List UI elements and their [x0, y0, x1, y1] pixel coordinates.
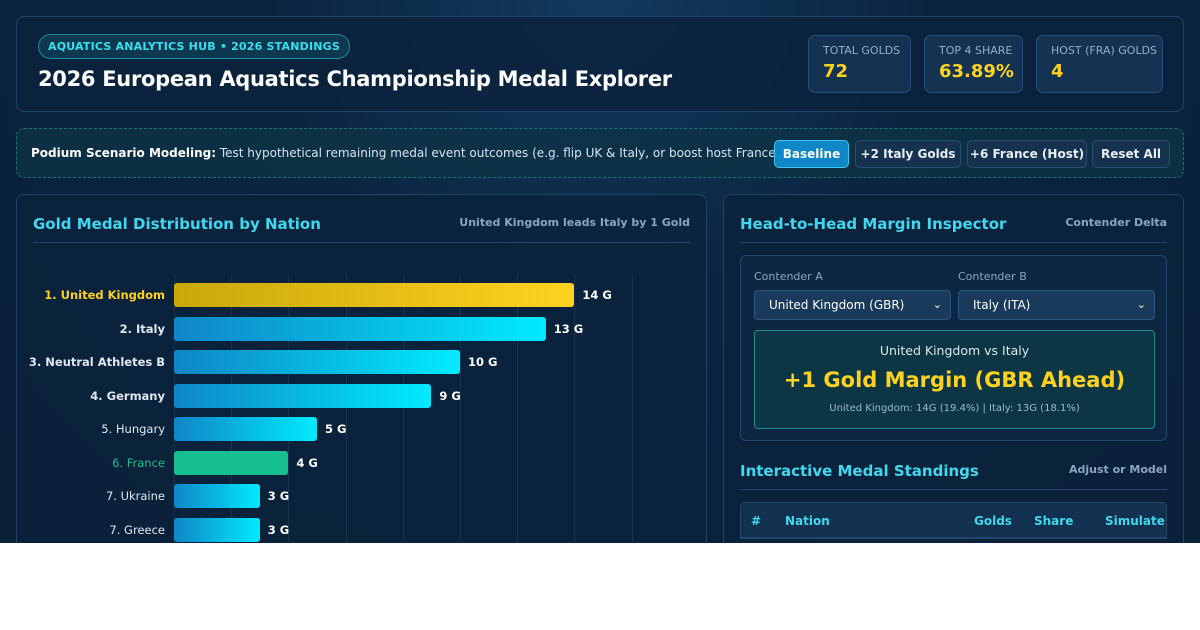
stat-top4-share: TOP 4 SHARE 63.89% — [924, 35, 1023, 93]
stat-host-golds: HOST (FRA) GOLDS 4 — [1036, 35, 1163, 93]
contender-a-value: United Kingdom (GBR) — [769, 298, 905, 312]
hub-badge: AQUATICS ANALYTICS HUB • 2026 STANDINGS — [38, 34, 350, 59]
stat-label: TOP 4 SHARE — [939, 44, 1013, 57]
table-divider — [740, 538, 1167, 539]
scenario-text: Test hypothetical remaining medal event … — [219, 146, 785, 160]
chevron-down-icon: ⌄ — [1136, 298, 1146, 311]
gridline — [631, 275, 633, 543]
gridline — [517, 275, 519, 543]
reset-all-button[interactable]: Reset All — [1092, 140, 1170, 168]
inspector-panel: Head-to-Head Margin Inspector Contender … — [723, 194, 1184, 543]
col-nation[interactable]: Nation — [785, 514, 830, 528]
contender-b-label: Contender B — [958, 270, 1027, 283]
gold-bar[interactable] — [174, 383, 432, 408]
chart-subtitle: United Kingdom leads Italy by 1 Gold — [459, 216, 690, 229]
margin-result: United Kingdom vs Italy +1 Gold Margin (… — [754, 330, 1155, 429]
scenario-description: Podium Scenario Modeling: Test hypotheti… — [31, 146, 784, 160]
gold-bar[interactable] — [174, 417, 317, 441]
stat-total-golds: TOTAL GOLDS 72 — [808, 35, 911, 93]
panel-divider — [740, 242, 1167, 243]
gridline — [231, 275, 233, 543]
bar-label: 1. United Kingdom — [44, 288, 165, 302]
contender-b-value: Italy (ITA) — [973, 298, 1031, 312]
stat-value: 63.89% — [939, 61, 1014, 82]
bar-value-label: 3 G — [267, 489, 290, 503]
panel-divider — [33, 242, 691, 243]
chart-title: Gold Medal Distribution by Nation — [33, 215, 321, 233]
header-card: AQUATICS ANALYTICS HUB • 2026 STANDINGS … — [16, 16, 1184, 112]
bar-value-label: 4 G — [296, 455, 318, 470]
margin-detail: United Kingdom: 14G (19.4%) | Italy: 13G… — [829, 403, 1080, 414]
standings-subtitle: Adjust or Model — [1068, 463, 1167, 476]
gold-bar[interactable] — [174, 517, 260, 542]
gold-bar[interactable] — [174, 283, 575, 307]
italy-plus2-button[interactable]: +2 Italy Golds — [855, 140, 961, 168]
contender-b-select[interactable]: Italy (ITA) ⌄ — [958, 290, 1155, 320]
gold-distribution-panel: Gold Medal Distribution by Nation United… — [16, 194, 707, 543]
baseline-button[interactable]: Baseline — [774, 140, 849, 168]
gridline — [402, 275, 404, 543]
gridline — [288, 275, 290, 543]
gridline — [345, 275, 347, 543]
inspector-subtitle: Contender Delta — [1065, 216, 1167, 229]
gridline — [174, 275, 175, 543]
matchup-title: United Kingdom vs Italy — [879, 343, 1030, 358]
gold-margin: +1 Gold Margin (GBR Ahead) — [783, 368, 1126, 392]
app-window: AQUATICS ANALYTICS HUB • 2026 STANDINGS … — [0, 0, 1200, 543]
bar-value-label: 13 G — [553, 321, 584, 336]
gold-bar[interactable] — [174, 484, 260, 508]
gridline — [460, 275, 461, 543]
bar-label: 5. Hungary — [101, 422, 165, 436]
contender-a-label: Contender A — [754, 270, 823, 283]
contender-a-select[interactable]: United Kingdom (GBR) ⌄ — [754, 290, 951, 320]
gold-bar[interactable] — [174, 350, 460, 374]
standings-title: Interactive Medal Standings — [740, 462, 979, 480]
stat-value: 4 — [1051, 61, 1064, 82]
stat-label: HOST (FRA) GOLDS — [1051, 44, 1158, 57]
bar-value-label: 3 G — [267, 522, 290, 537]
bar-label: 3. Neutral Athletes B — [28, 355, 165, 369]
bar-value-label: 10 G — [468, 355, 498, 369]
france-plus6-button[interactable]: +6 France (Host) — [967, 140, 1087, 168]
margin-inspector: Contender A United Kingdom (GBR) ⌄ Conte… — [740, 255, 1167, 441]
standings-table-header: # Nation Golds Share Simulate — [740, 502, 1167, 538]
panel-divider — [740, 489, 1167, 490]
gold-bar[interactable] — [174, 316, 546, 341]
bar-value-label: 14 G — [582, 288, 612, 302]
bar-label: 4. Germany — [90, 388, 165, 403]
gold-bar[interactable] — [174, 450, 289, 475]
chevron-down-icon: ⌄ — [932, 298, 942, 311]
bar-label: 6. France — [112, 455, 165, 470]
bar-value-label: 5 G — [325, 422, 347, 436]
col-simulate[interactable]: Simulate — [1105, 514, 1165, 528]
inspector-title: Head-to-Head Margin Inspector — [740, 215, 1007, 233]
bar-label: 7. Ukraine — [105, 489, 165, 503]
scenario-bar: Podium Scenario Modeling: Test hypotheti… — [16, 128, 1184, 178]
bar-label: 7. Greece — [109, 522, 165, 537]
col-share[interactable]: Share — [1034, 514, 1074, 528]
col-rank[interactable]: # — [751, 514, 762, 528]
scenario-label: Podium Scenario Modeling: — [31, 146, 217, 160]
page-title: 2026 European Aquatics Championship Meda… — [38, 67, 672, 91]
bar-value-label: 9 G — [439, 388, 461, 403]
gridline — [574, 275, 576, 543]
bar-label: 2. Italy — [119, 321, 165, 336]
stat-value: 72 — [823, 61, 849, 82]
col-golds[interactable]: Golds — [974, 514, 1012, 528]
stat-label: TOTAL GOLDS — [823, 44, 901, 57]
